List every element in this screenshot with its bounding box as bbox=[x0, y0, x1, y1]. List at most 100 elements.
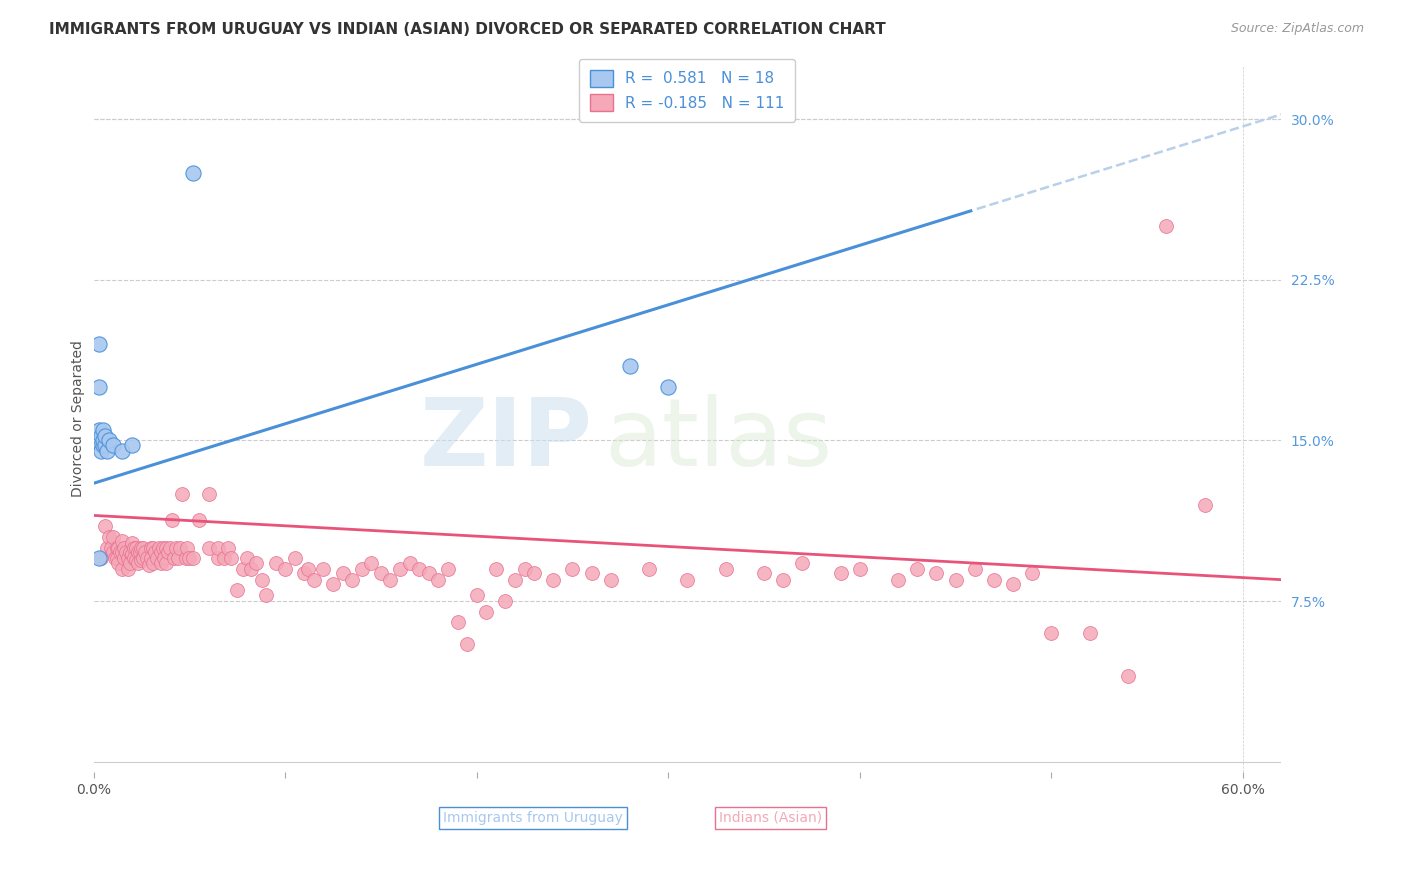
Point bbox=[101, 530, 124, 544]
Text: Source: ZipAtlas.com: Source: ZipAtlas.com bbox=[1230, 22, 1364, 36]
Point bbox=[638, 562, 661, 576]
Point bbox=[226, 583, 249, 598]
Point bbox=[89, 380, 111, 394]
Point bbox=[543, 573, 565, 587]
Point bbox=[752, 566, 775, 581]
Point bbox=[503, 573, 526, 587]
Point bbox=[437, 562, 460, 576]
Point bbox=[599, 573, 621, 587]
Point bbox=[418, 566, 440, 581]
Point bbox=[122, 551, 145, 566]
Point bbox=[848, 562, 870, 576]
Point bbox=[159, 541, 181, 555]
Point bbox=[380, 573, 402, 587]
Point bbox=[1154, 219, 1177, 234]
Point bbox=[465, 588, 488, 602]
Point bbox=[97, 530, 120, 544]
Point bbox=[945, 573, 967, 587]
Point bbox=[138, 558, 160, 572]
Point bbox=[1194, 498, 1216, 512]
Point bbox=[127, 545, 149, 559]
Point bbox=[111, 534, 134, 549]
Point bbox=[121, 547, 143, 561]
Point bbox=[132, 541, 155, 555]
Point bbox=[169, 541, 191, 555]
Point bbox=[340, 573, 363, 587]
Point bbox=[115, 545, 138, 559]
Point bbox=[250, 573, 273, 587]
Point bbox=[118, 556, 141, 570]
Point bbox=[221, 551, 243, 566]
Point bbox=[619, 359, 641, 373]
Point bbox=[143, 545, 166, 559]
Point bbox=[181, 551, 204, 566]
Point bbox=[772, 573, 794, 587]
Point bbox=[94, 519, 117, 533]
Point bbox=[90, 438, 112, 452]
Point bbox=[792, 556, 814, 570]
Point bbox=[657, 380, 679, 394]
Point bbox=[157, 545, 180, 559]
Point bbox=[166, 551, 188, 566]
Point bbox=[181, 166, 204, 180]
Point bbox=[127, 556, 149, 570]
Point bbox=[887, 573, 910, 587]
Point bbox=[170, 487, 193, 501]
Text: Indians (Asian): Indians (Asian) bbox=[718, 811, 823, 825]
Point bbox=[107, 541, 129, 555]
Point bbox=[176, 541, 198, 555]
Point bbox=[111, 545, 134, 559]
Point bbox=[676, 573, 699, 587]
Point bbox=[152, 541, 174, 555]
Point bbox=[121, 438, 143, 452]
Point bbox=[322, 577, 344, 591]
Point bbox=[160, 513, 183, 527]
Point bbox=[142, 556, 165, 570]
Point bbox=[207, 541, 229, 555]
Point bbox=[925, 566, 948, 581]
Point bbox=[94, 429, 117, 443]
Point bbox=[96, 541, 118, 555]
Point bbox=[146, 551, 169, 566]
Text: Immigrants from Uruguay: Immigrants from Uruguay bbox=[443, 811, 623, 825]
Point bbox=[90, 551, 112, 566]
Point bbox=[100, 541, 122, 555]
Point bbox=[90, 429, 112, 443]
Point bbox=[197, 487, 219, 501]
Point bbox=[714, 562, 737, 576]
Point bbox=[179, 551, 201, 566]
Point bbox=[239, 562, 262, 576]
Point bbox=[155, 541, 177, 555]
Point bbox=[523, 566, 546, 581]
Point bbox=[389, 562, 412, 576]
Point bbox=[513, 562, 536, 576]
Point bbox=[96, 444, 118, 458]
Point bbox=[1001, 577, 1024, 591]
Point bbox=[232, 562, 254, 576]
Point bbox=[163, 551, 186, 566]
Point bbox=[398, 556, 420, 570]
Point bbox=[101, 438, 124, 452]
Point bbox=[111, 444, 134, 458]
Point bbox=[212, 551, 235, 566]
Point bbox=[360, 556, 382, 570]
Point bbox=[1021, 566, 1043, 581]
Point bbox=[174, 551, 197, 566]
Point bbox=[1078, 626, 1101, 640]
Point bbox=[561, 562, 583, 576]
Y-axis label: Divorced or Separated: Divorced or Separated bbox=[72, 341, 86, 498]
Point bbox=[153, 551, 176, 566]
Point bbox=[149, 556, 172, 570]
Point bbox=[112, 541, 135, 555]
Point bbox=[197, 541, 219, 555]
Point bbox=[117, 551, 139, 566]
Point bbox=[905, 562, 928, 576]
Point bbox=[148, 541, 170, 555]
Point bbox=[963, 562, 986, 576]
Point bbox=[91, 434, 114, 448]
Point bbox=[142, 541, 165, 555]
Point bbox=[187, 513, 209, 527]
Point bbox=[292, 566, 315, 581]
Point bbox=[125, 553, 148, 567]
Point bbox=[101, 545, 124, 559]
